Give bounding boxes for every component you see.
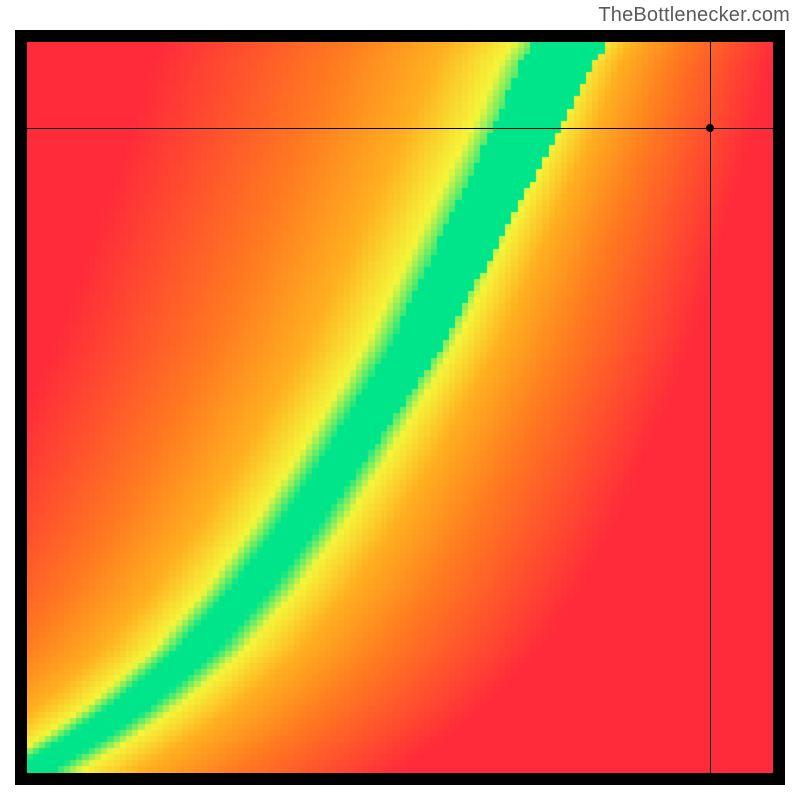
- crosshair-horizontal: [27, 128, 773, 129]
- watermark-text: TheBottlenecker.com: [598, 4, 790, 27]
- chart-container: TheBottlenecker.com: [0, 0, 800, 800]
- crosshair-marker: [706, 124, 714, 132]
- plot-frame: [15, 30, 785, 785]
- bottleneck-heatmap: [27, 42, 773, 773]
- crosshair-vertical: [710, 42, 711, 773]
